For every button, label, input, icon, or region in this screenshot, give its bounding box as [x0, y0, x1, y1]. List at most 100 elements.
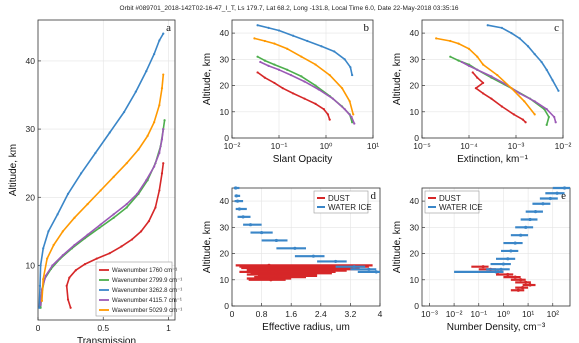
panel-letter: c [554, 22, 559, 34]
data-point [317, 88, 320, 91]
y-tick-label: 10 [26, 260, 36, 270]
series-line [435, 37, 536, 115]
data-point [482, 63, 485, 66]
series-line [39, 128, 165, 306]
data-point [267, 26, 270, 29]
data-point [147, 220, 151, 223]
data-point [303, 80, 306, 83]
data-point [39, 303, 42, 307]
data-point [130, 238, 134, 241]
data-point [235, 199, 240, 203]
data-point [482, 81, 485, 85]
y-axis-label: Altitude, km [8, 144, 19, 196]
data-point [548, 196, 552, 201]
data-point [241, 215, 245, 219]
series-line [65, 163, 165, 308]
data-point [83, 262, 87, 266]
panel-c: 10⁻⁵ 10⁻⁴ 10⁻³ 10⁻² 0 10 20 30 40 Extinction, km⁻… [392, 19, 572, 165]
data-point [137, 148, 140, 151]
data-point [457, 42, 460, 45]
data-point [73, 216, 76, 219]
data-point [145, 70, 148, 73]
data-point [256, 24, 259, 27]
y-tick-label: 0 [224, 301, 229, 311]
data-point [519, 278, 523, 282]
data-point [518, 37, 521, 40]
panel-e: 10⁻³ 10⁻² 10⁻¹ 10⁰ 10¹ 10² 0 10 20 30 40 Number Den… [392, 186, 571, 333]
data-point [533, 52, 536, 56]
data-point [68, 276, 71, 279]
data-point [328, 73, 331, 77]
data-point [162, 73, 165, 76]
y-tick-label: 10 [410, 275, 420, 285]
data-point [460, 60, 463, 64]
x-axis-label: Extinction, km⁻¹ [457, 154, 529, 165]
y-axis-label: Altitude, km [392, 53, 403, 105]
data-point [314, 63, 317, 66]
data-point [38, 284, 42, 288]
legend-entry: Wavenumber 3262.8 cm⁻¹ [112, 288, 182, 294]
data-point [513, 241, 517, 245]
data-point [524, 121, 527, 124]
x-tick-label: 10⁻² [224, 141, 241, 151]
y-tick-label: 30 [410, 54, 420, 64]
data-point [125, 202, 128, 206]
y-axis-label: Altitude, km [392, 221, 403, 273]
x-axis-label: Number Density, cm⁻³ [447, 322, 546, 333]
panel-letter: e [561, 190, 566, 202]
data-point [108, 131, 111, 134]
data-point [547, 115, 550, 119]
y-axis-label: Altitude, km [202, 221, 213, 273]
data-point [289, 73, 293, 77]
data-point [555, 191, 559, 195]
data-point [153, 165, 156, 168]
data-point [158, 189, 161, 192]
data-point [513, 275, 517, 279]
data-point [351, 73, 354, 77]
x-tick-label: 10⁻² [555, 141, 572, 151]
data-point [73, 243, 76, 247]
x-tick-label: 10⁰ [497, 309, 510, 319]
data-point [158, 39, 161, 42]
data-point [476, 76, 479, 79]
data-point [234, 186, 238, 190]
y-tick-label: 10 [410, 107, 420, 117]
data-point [42, 247, 45, 250]
plot-frame [231, 19, 374, 139]
data-point [449, 55, 452, 58]
data-point [314, 102, 317, 106]
data-point [523, 100, 526, 103]
series-c-2 [486, 24, 560, 92]
data-point [490, 97, 493, 100]
x-tick-label: 4 [378, 309, 383, 319]
data-point [293, 246, 297, 250]
data-point [467, 64, 471, 67]
panel-a: 0 0.5 1 10 20 30 40 Transmission Altitude, km a Wa… [8, 19, 182, 343]
data-point [349, 66, 352, 69]
data-point [39, 264, 42, 267]
data-point [449, 39, 452, 43]
y-tick-label: 20 [220, 249, 230, 259]
data-point [277, 29, 281, 32]
data-point [98, 226, 101, 230]
series-c-3 [460, 60, 557, 124]
data-point [533, 210, 538, 214]
data-point [541, 202, 545, 206]
x-tick-label: 0 [230, 309, 235, 319]
data-point [160, 172, 164, 175]
series-line [487, 24, 560, 92]
series-c-4 [435, 37, 536, 116]
data-point [123, 110, 126, 114]
data-point [476, 68, 479, 71]
series-a-3 [39, 127, 165, 307]
data-point [146, 134, 149, 138]
data-point [343, 58, 346, 61]
data-point [334, 259, 338, 264]
data-point [374, 270, 378, 274]
data-point [306, 39, 309, 43]
data-point [99, 223, 102, 226]
plot-frame [37, 19, 176, 321]
data-point [38, 306, 41, 309]
data-point [490, 75, 493, 78]
